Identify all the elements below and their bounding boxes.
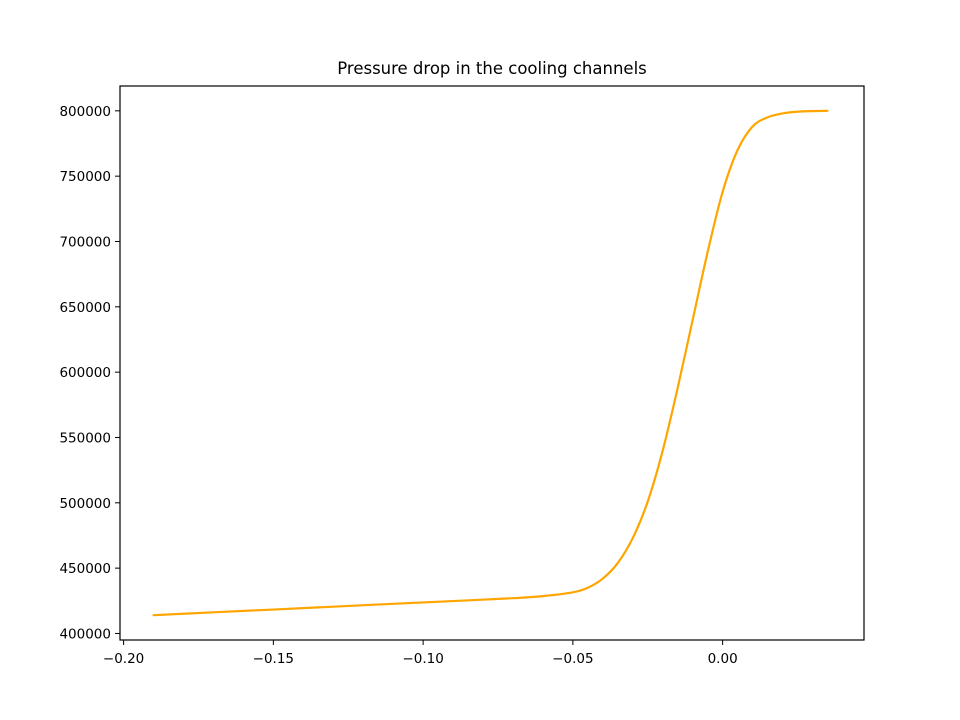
- x-tick-label: −0.15: [253, 651, 294, 667]
- x-tick-label: −0.10: [402, 651, 443, 667]
- y-tick-label: 650000: [59, 300, 111, 316]
- x-tick-label: −0.05: [552, 651, 593, 667]
- x-axis-ticks: −0.20 −0.15 −0.10 −0.05 0.00: [103, 640, 738, 667]
- y-tick-label: 800000: [59, 104, 111, 120]
- y-tick-label: 600000: [59, 365, 111, 381]
- y-tick-label: 550000: [59, 430, 111, 446]
- y-tick-label: 700000: [59, 234, 111, 250]
- y-axis-ticks: 400000 450000 500000 550000 600000 650000 7000…: [59, 104, 120, 642]
- y-tick-label: 400000: [59, 626, 111, 642]
- y-tick-label: 750000: [59, 169, 111, 185]
- x-tick-label: −0.20: [103, 651, 144, 667]
- y-tick-label: 500000: [59, 496, 111, 512]
- y-tick-label: 450000: [59, 561, 111, 577]
- x-tick-label: 0.00: [708, 651, 738, 667]
- chart-title: Pressure drop in the cooling channels: [337, 59, 647, 78]
- series-line: [152, 109, 829, 617]
- plot-area-frame: [119, 85, 865, 641]
- series-layer: [152, 109, 829, 617]
